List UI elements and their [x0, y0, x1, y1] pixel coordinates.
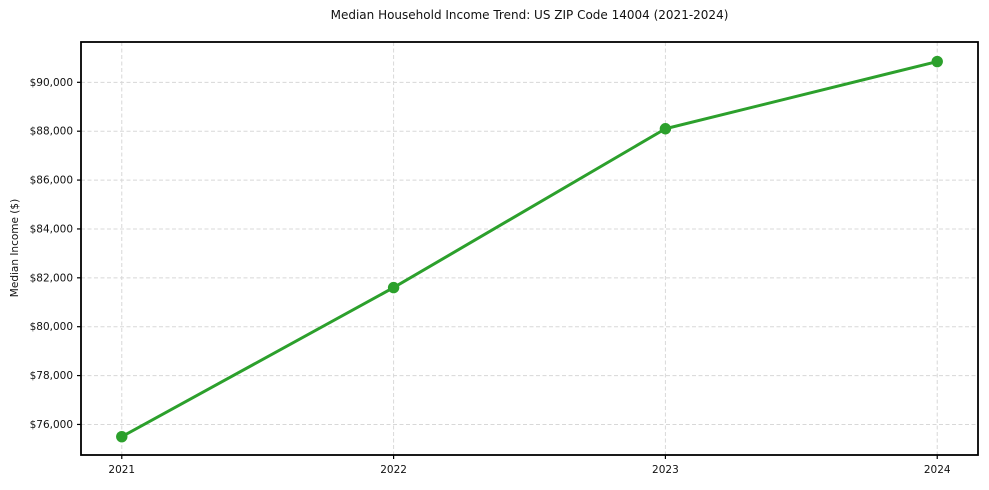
trend-line — [120, 60, 939, 439]
plot-border — [80, 41, 979, 456]
x-tick-label: 2023 — [652, 464, 679, 476]
y-tick-label: $88,000 — [30, 126, 73, 138]
data-point-marker — [116, 430, 128, 443]
y-tick-label: $82,000 — [30, 272, 73, 284]
y-tick-label: $90,000 — [30, 77, 73, 89]
data-point-marker — [931, 55, 943, 68]
y-tick-label: $76,000 — [30, 419, 73, 431]
y-tick-label: $78,000 — [30, 370, 73, 382]
y-tick-label: $86,000 — [30, 175, 73, 187]
y-tick-label: $84,000 — [30, 223, 73, 235]
x-tick-label: 2021 — [108, 464, 135, 476]
x-tick-label: 2024 — [924, 464, 951, 476]
data-point-marker — [659, 123, 672, 135]
chart-title: Median Household Income Trend: US ZIP Co… — [330, 8, 729, 22]
y-tick-label: $80,000 — [30, 321, 73, 333]
data-point-marker — [387, 281, 400, 294]
x-tick-label: 2022 — [380, 464, 407, 476]
